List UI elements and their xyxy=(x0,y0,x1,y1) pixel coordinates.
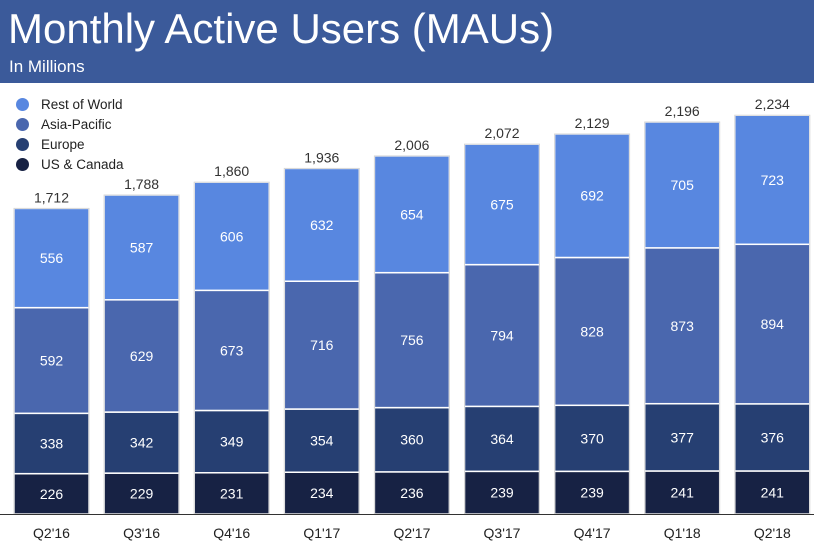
bar-segment-rest-of-world xyxy=(283,167,361,282)
data-label: 629 xyxy=(130,348,154,364)
total-label: 1,860 xyxy=(214,163,249,179)
legend-item-rest-of-world: Rest of World xyxy=(16,94,124,114)
x-tick-label: Q2'18 xyxy=(754,525,791,541)
total-label: 1,936 xyxy=(304,149,339,165)
legend-item-europe: Europe xyxy=(16,134,124,154)
data-label: 654 xyxy=(400,206,424,222)
bar-segment-asia-pacific xyxy=(193,289,270,412)
bar-segment-rest-of-world xyxy=(193,181,270,292)
bar-segment-us-canada xyxy=(283,471,361,515)
x-tick-label: Q1'17 xyxy=(303,525,340,541)
data-label: 234 xyxy=(310,485,334,501)
data-label: 873 xyxy=(671,318,695,334)
bar-segment-rest-of-world xyxy=(373,155,451,274)
data-label: 756 xyxy=(400,332,424,348)
data-label: 229 xyxy=(130,486,154,502)
legend-label-europe: Europe xyxy=(41,136,85,152)
bar-segment-europe xyxy=(103,411,180,474)
data-label: 794 xyxy=(490,328,514,344)
bar-segment-rest-of-world xyxy=(643,121,721,249)
total-label: 2,072 xyxy=(484,125,519,141)
bar-segment-us-canada xyxy=(193,472,270,515)
data-label: 673 xyxy=(220,342,244,358)
data-label: 632 xyxy=(310,217,334,233)
data-label: 705 xyxy=(671,177,695,193)
bar-segment-rest-of-world xyxy=(463,143,541,266)
x-tick-label: Q4'17 xyxy=(574,525,611,541)
data-label: 241 xyxy=(671,484,695,500)
data-label: 723 xyxy=(761,172,785,188)
data-label: 556 xyxy=(40,250,64,266)
data-label: 236 xyxy=(400,485,424,501)
data-label: 376 xyxy=(761,429,785,445)
data-label: 592 xyxy=(40,352,64,368)
bar-segment-rest-of-world xyxy=(553,133,631,259)
bar-segment-europe xyxy=(373,406,451,473)
x-tick-label: Q2'16 xyxy=(33,525,70,541)
total-label: 2,006 xyxy=(394,137,429,153)
legend-label-rest-of-world: Rest of World xyxy=(41,96,123,112)
bar-segment-us-canada xyxy=(373,471,451,515)
bar-segment-europe xyxy=(13,412,90,475)
legend-label-us-canada: US & Canada xyxy=(41,156,124,172)
x-tick-label: Q2'17 xyxy=(393,525,430,541)
legend-swatch-europe xyxy=(16,137,29,151)
legend-swatch-asia-pacific xyxy=(16,117,29,131)
bar-segment-asia-pacific xyxy=(283,280,361,410)
data-label: 239 xyxy=(580,485,604,501)
total-label: 1,712 xyxy=(34,189,69,205)
data-label: 716 xyxy=(310,337,334,353)
legend-item-us-canada: US & Canada xyxy=(16,154,124,174)
bar-segment-europe xyxy=(553,404,631,473)
chart-header: Monthly Active Users (MAUs) In Millions xyxy=(0,0,814,83)
chart-title: Monthly Active Users (MAUs) xyxy=(8,5,555,52)
legend-swatch-us-canada xyxy=(16,157,29,171)
data-label: 692 xyxy=(580,188,604,204)
data-label: 342 xyxy=(130,435,154,451)
data-label: 370 xyxy=(580,430,604,446)
x-tick-label: Q3'16 xyxy=(123,525,160,541)
legend-label-asia-pacific: Asia-Pacific xyxy=(41,116,112,132)
data-label: 675 xyxy=(490,196,514,212)
data-label: 338 xyxy=(40,435,64,451)
data-label: 354 xyxy=(310,433,334,449)
legend-swatch-rest-of-world xyxy=(16,97,29,111)
total-label: 2,234 xyxy=(755,96,790,112)
bar-segment-europe xyxy=(193,409,270,474)
chart-subtitle: In Millions xyxy=(9,57,85,76)
legend-item-asia-pacific: Asia-Pacific xyxy=(16,114,124,134)
data-label: 606 xyxy=(220,228,244,244)
x-tick-label: Q4'16 xyxy=(213,525,250,541)
data-label: 587 xyxy=(130,239,154,255)
data-label: 239 xyxy=(490,485,514,501)
x-tick-label: Q1'18 xyxy=(664,525,701,541)
total-label: 1,788 xyxy=(124,176,159,192)
data-label: 364 xyxy=(490,431,514,447)
total-label: 2,129 xyxy=(575,115,610,131)
bar-segment-rest-of-world xyxy=(734,114,811,246)
data-label: 828 xyxy=(580,323,604,339)
data-label: 360 xyxy=(400,432,424,448)
total-label: 2,196 xyxy=(665,103,700,119)
bar-segment-asia-pacific xyxy=(643,247,721,405)
data-label: 231 xyxy=(220,485,244,501)
data-label: 226 xyxy=(40,486,64,502)
data-label: 241 xyxy=(761,484,785,500)
data-label: 894 xyxy=(761,316,785,332)
data-label: 349 xyxy=(220,434,244,450)
x-tick-label: Q3'17 xyxy=(484,525,521,541)
bar-segment-rest-of-world xyxy=(103,194,180,301)
data-label: 377 xyxy=(671,429,695,445)
chart-legend: Rest of World Asia-Pacific Europe US & C… xyxy=(16,94,124,174)
